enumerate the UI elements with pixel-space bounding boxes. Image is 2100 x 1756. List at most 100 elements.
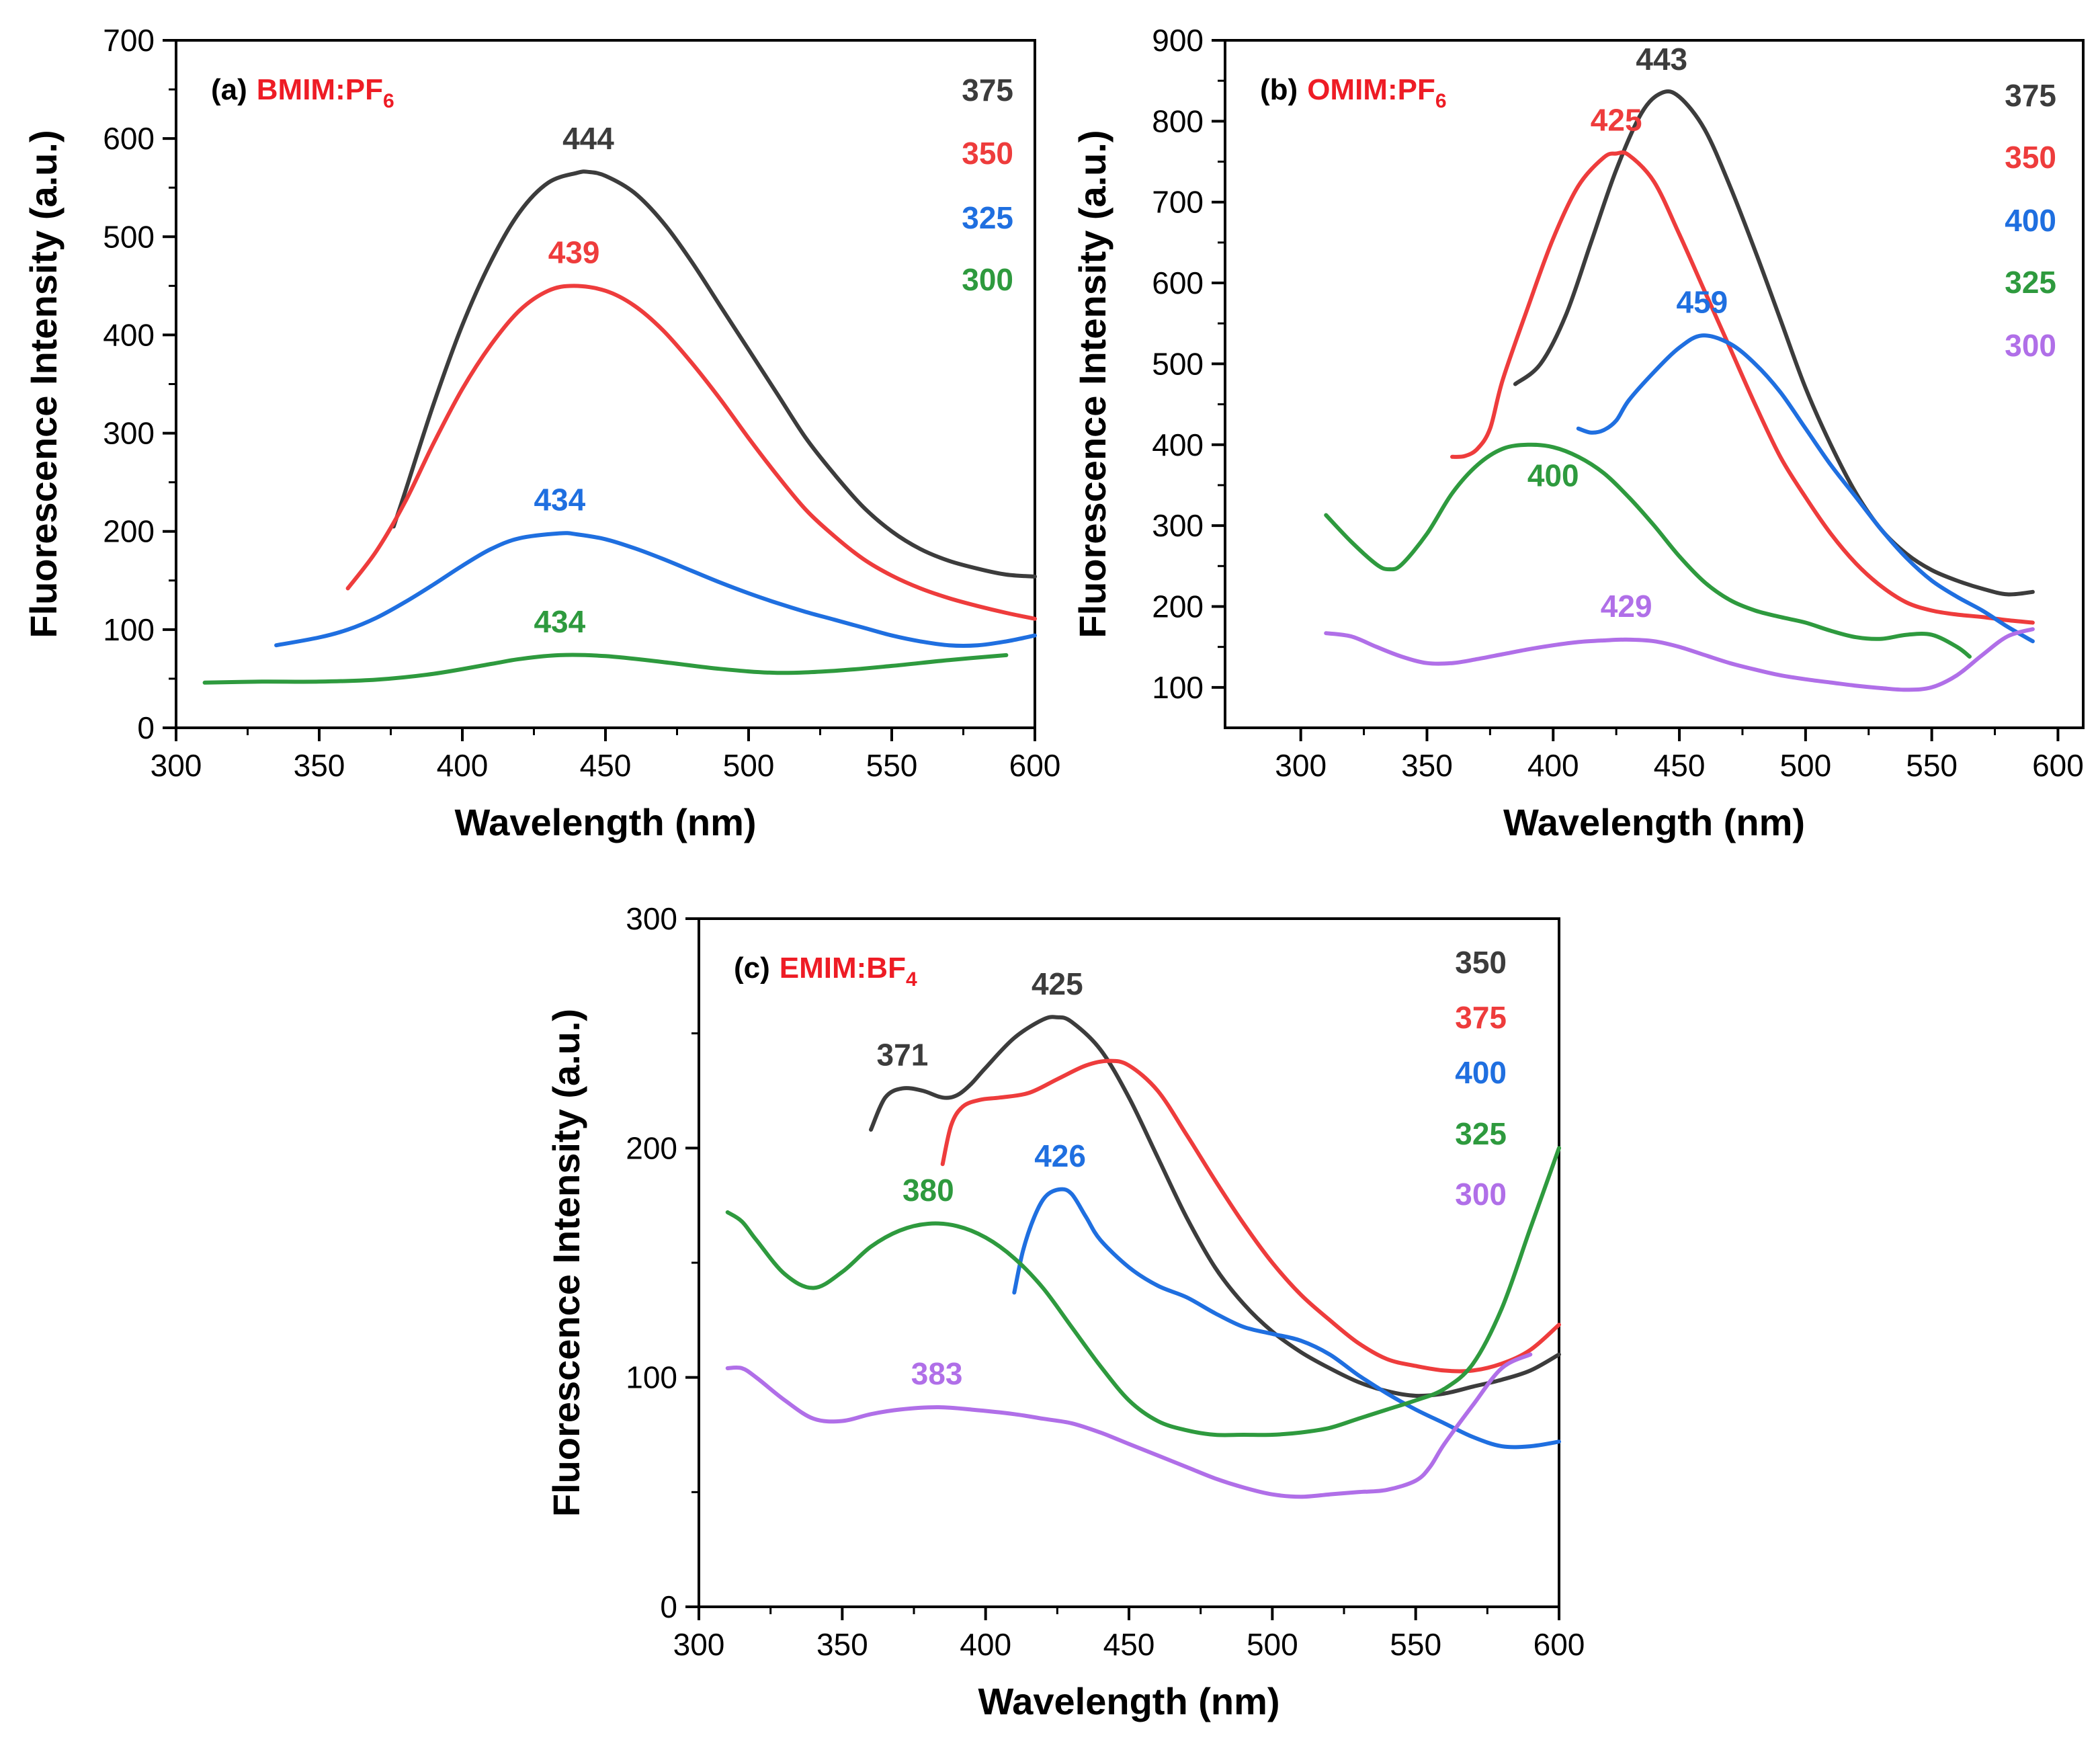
legend-entry-325: 325 [962,200,1013,235]
y-tick-label: 200 [1152,589,1204,624]
peak-label: 400 [1527,458,1579,493]
legend-entry-325: 325 [2005,265,2056,300]
x-tick-label: 400 [960,1627,1011,1662]
panel-label: (a) [211,73,247,106]
x-tick-label: 350 [294,748,345,783]
y-tick-label: 700 [103,23,155,58]
x-tick-label: 550 [1906,748,1958,783]
x-tick-label: 550 [866,748,918,783]
legend-entry-400: 400 [2005,203,2056,238]
peak-label: 425 [1032,966,1083,1001]
x-tick-label: 450 [1103,1627,1155,1662]
panel-c: 300 350 400 450 500 550 600 0 100 200 300 Wavelengt… [545,901,1585,1722]
x-tick-label: 400 [437,748,489,783]
x-tick-label: 500 [1779,748,1831,783]
x-tick-label: 400 [1527,748,1579,783]
x-tick-label: 500 [1247,1627,1298,1662]
panel-title: (a) BMIM:PF6 [211,73,394,112]
x-tick-label: 450 [1654,748,1706,783]
ionic-liquid-subscript: 6 [383,90,394,112]
panel-label: (b) [1260,73,1298,106]
series-line-300 [202,653,1009,685]
x-axis-title: Wavelength (nm) [454,801,756,843]
x-tick-label: 600 [1534,1627,1585,1662]
series-line-375 [940,1058,1561,1374]
y-tick-label: 100 [626,1360,677,1395]
x-tick-label: 300 [1275,748,1327,783]
x-tick-label: 300 [673,1627,725,1662]
legend-entry-325: 325 [1455,1116,1507,1151]
legend-entry-375: 375 [1455,1000,1507,1035]
series-line-400 [1012,1187,1561,1450]
x-tick-label: 350 [1401,748,1453,783]
y-tick-label: 800 [1152,103,1204,138]
peak-label: 459 [1676,284,1728,319]
peak-label: 444 [562,121,614,156]
series-line-300 [725,1352,1533,1499]
y-tick-label: 500 [103,219,155,254]
x-tick-label: 350 [816,1627,868,1662]
x-tick-label: 550 [1390,1627,1441,1662]
legend-entry-400: 400 [1455,1055,1507,1090]
panel-title: (b) OMIM:PF6 [1260,73,1447,112]
y-tick-label: 100 [1152,670,1204,705]
plot-frame [1224,39,2085,729]
ionic-liquid-name: OMIM:PF [1307,73,1435,106]
peak-label: 371 [877,1038,929,1073]
series-line-350 [1450,150,2035,625]
peak-label: 429 [1601,589,1652,624]
panel-title: (c) EMIM:BF4 [734,952,917,991]
legend-entry-300: 300 [2005,328,2056,363]
y-tick-label: 900 [1152,23,1204,58]
series-line-350 [869,1015,1561,1398]
y-axis-title: Fluorescence Intensity (a.u.) [545,1009,587,1517]
series-line-325 [274,531,1037,648]
legend-entry-300: 300 [962,262,1013,297]
y-tick-label: 0 [137,710,155,745]
ionic-liquid-name: EMIM:BF [780,952,906,985]
x-tick-label: 450 [580,748,632,783]
peak-label: 425 [1591,102,1642,137]
legend-entry-350: 350 [2005,140,2056,175]
peak-label: 443 [1636,42,1687,77]
y-tick-label: 300 [1152,508,1204,543]
y-tick-label: 400 [1152,427,1204,462]
y-tick-label: 200 [626,1130,677,1165]
ionic-liquid-name: BMIM:PF [257,73,383,106]
peak-label: 380 [902,1173,954,1208]
series-line-350 [345,284,1037,621]
peak-label: 383 [911,1356,963,1391]
x-tick-label: 600 [1009,748,1061,783]
y-tick-label: 100 [103,612,155,647]
panel-a: 300 350 400 450 500 550 600 0 100 200 300 400 500 600… [22,23,1060,843]
ionic-liquid-subscript: 6 [1435,90,1447,112]
y-tick-label: 300 [103,416,155,451]
legend-entry-300: 300 [1455,1177,1507,1212]
series-line-300 [1324,627,2035,692]
y-tick-label: 300 [626,901,677,936]
y-tick-label: 200 [103,514,155,549]
y-tick-label: 500 [1152,346,1204,381]
series-line-375 [391,169,1037,579]
series-line-325 [1324,442,1972,659]
peak-label: 426 [1034,1138,1086,1173]
peak-label: 434 [534,483,585,517]
peak-label: 439 [548,235,600,269]
peak-label: 434 [534,604,585,639]
y-tick-label: 600 [103,121,155,156]
y-tick-label: 0 [660,1589,677,1624]
legend-entry-350: 350 [962,136,1013,171]
x-axis-title: Wavelength (nm) [1503,801,1805,843]
panel-label: (c) [734,952,770,985]
plot-frame [698,917,1560,1608]
x-tick-label: 300 [151,748,202,783]
y-axis-title: Fluorescence Intensity (a.u.) [22,130,65,638]
legend-entry-375: 375 [962,73,1013,108]
x-tick-label: 500 [723,748,775,783]
series-line-400 [1576,333,2035,644]
panel-b: 300 350 400 450 500 550 600 100 200 300 400 500 600 7… [1071,23,2085,843]
y-tick-label: 400 [103,317,155,352]
x-tick-label: 600 [2032,748,2084,783]
series-line-325 [725,1146,1561,1437]
